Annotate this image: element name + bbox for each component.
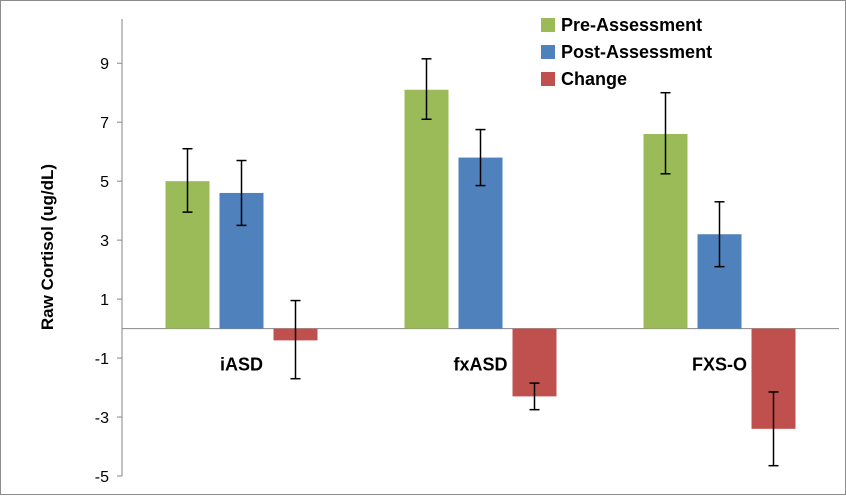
- legend: Pre-Assessment Post-Assessment Change: [541, 15, 712, 89]
- y-axis-title: Raw Cortisol (ug/dL): [38, 164, 57, 330]
- y-tick-label: -5: [95, 469, 109, 486]
- legend-label: Change: [561, 69, 627, 89]
- legend-label: Pre-Assessment: [561, 15, 702, 35]
- category-label: FXS-O: [692, 355, 747, 375]
- y-tick-label: -3: [95, 410, 109, 427]
- legend-swatch: [541, 45, 555, 59]
- legend-label: Post-Assessment: [561, 42, 712, 62]
- y-tick-label: 7: [100, 115, 109, 132]
- y-tick-label: -1: [95, 351, 109, 368]
- legend-swatch: [541, 18, 555, 32]
- y-tick-label: 3: [100, 233, 109, 250]
- y-tick-label: 1: [100, 292, 109, 309]
- y-tick-label: 5: [100, 174, 109, 191]
- bar: [404, 89, 449, 329]
- legend-swatch: [541, 72, 555, 86]
- category-label: iASD: [220, 355, 263, 375]
- y-tick-label: 9: [100, 56, 109, 73]
- category-label: fxASD: [453, 355, 507, 375]
